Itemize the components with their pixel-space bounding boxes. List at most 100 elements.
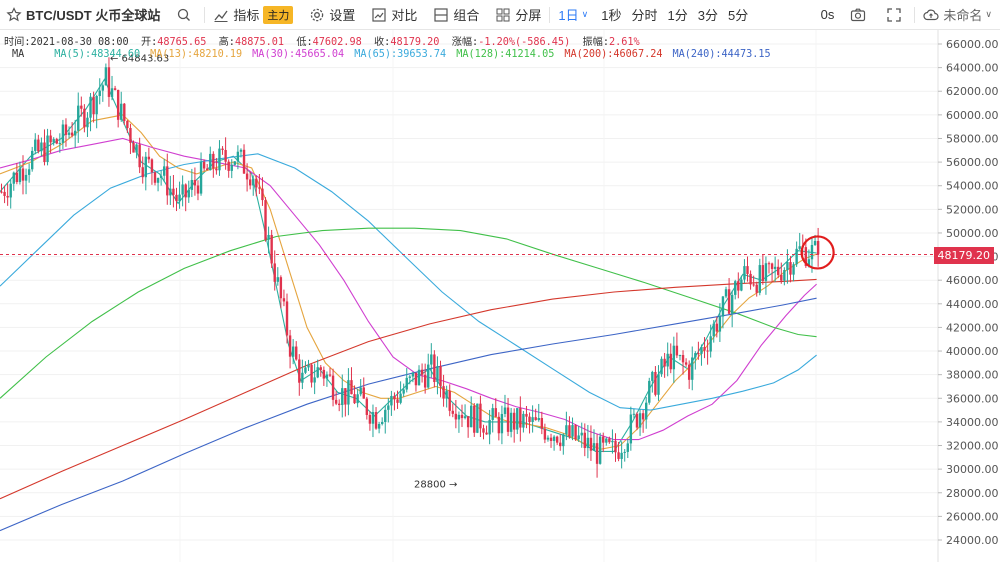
candle-body xyxy=(436,366,439,383)
candle-body xyxy=(15,172,19,183)
candle-body xyxy=(663,358,666,367)
combine-button[interactable]: 组合 xyxy=(425,0,487,30)
ma-legend[interactable]: MA MA(5):48344.60 MA(13):48210.19 MA(30):45… xyxy=(12,49,791,60)
candle-body xyxy=(67,132,71,135)
interval-3m[interactable]: 3分 xyxy=(697,8,718,23)
time-label: 时间: xyxy=(4,37,31,48)
candle-body xyxy=(816,241,820,255)
y-tick-label: 30000.00 xyxy=(946,463,999,476)
candle-body xyxy=(494,408,497,417)
candle-body xyxy=(141,167,144,178)
candle-body xyxy=(810,244,814,260)
interval-1m[interactable]: 1分 xyxy=(667,8,688,23)
settings-label: 设置 xyxy=(329,8,356,23)
candle-body xyxy=(543,428,547,440)
candle-body xyxy=(574,425,577,440)
candle-body xyxy=(202,161,206,169)
candle-body xyxy=(252,178,255,186)
settings-button[interactable]: 设置 xyxy=(301,0,363,30)
price-axis[interactable]: 24000.00 26000.00 28000.00 30000.00 32000.00… xyxy=(938,38,999,547)
candle-body xyxy=(571,425,574,437)
candle-body xyxy=(694,353,697,358)
delay-indicator: 0s xyxy=(820,7,835,22)
symbol-selector[interactable]: BTC/USDT 火币全球站 xyxy=(0,0,168,30)
ma-legend-item: MA(128):41214.05 xyxy=(456,49,555,60)
candle-body xyxy=(678,355,682,357)
candle-body xyxy=(129,128,132,143)
candle-body xyxy=(338,403,341,406)
candle-body xyxy=(767,263,771,265)
compare-button[interactable]: 对比 xyxy=(363,0,425,30)
candle-body xyxy=(116,89,120,120)
candle-body xyxy=(132,142,135,153)
candle-body xyxy=(445,390,448,399)
candle-body xyxy=(813,241,817,245)
candle-body xyxy=(233,161,237,165)
candle-body xyxy=(21,168,25,181)
time-value: 2021-08-30 08:00 xyxy=(30,37,129,48)
candle-body xyxy=(153,172,157,183)
star-icon[interactable] xyxy=(6,6,22,23)
y-tick-label: 40000.00 xyxy=(946,345,999,358)
y-tick-label: 66000.00 xyxy=(946,38,999,51)
candle-body xyxy=(18,168,22,183)
camera-icon xyxy=(851,8,866,21)
high-label: 高: xyxy=(218,37,235,48)
candle-body xyxy=(89,96,92,118)
candle-body xyxy=(209,153,212,171)
candle-body xyxy=(126,120,129,129)
candle-body xyxy=(359,387,362,395)
price-chart[interactable]: ← 64843.63 28800 → 24000.00 26000.00 28000.… xyxy=(0,30,1000,562)
candle-body xyxy=(86,117,89,128)
split-screen-button[interactable]: 分屏 xyxy=(487,0,549,30)
candle-body xyxy=(595,443,599,464)
candle-body xyxy=(734,281,737,295)
indicators-button[interactable]: 指标 主力 xyxy=(205,0,301,30)
y-tick-label: 56000.00 xyxy=(946,156,999,169)
candle-body xyxy=(666,353,669,367)
series-line-ma200 xyxy=(0,278,817,500)
candle-body xyxy=(546,437,550,440)
interval-1s[interactable]: 1秒 xyxy=(601,8,622,23)
interval-timeline[interactable]: 分时 xyxy=(631,8,658,23)
candle-body xyxy=(430,354,433,365)
candle-body xyxy=(605,438,608,443)
candle-body xyxy=(420,369,424,375)
interval-1d[interactable]: 1日 ∨ xyxy=(550,0,596,30)
cloud-save-button[interactable]: 未命名 ∨ xyxy=(915,0,1000,30)
candle-body xyxy=(672,345,676,370)
candle-body xyxy=(276,277,279,282)
screenshot-button[interactable] xyxy=(842,0,878,30)
candle-body xyxy=(684,362,688,365)
series-line-ma240 xyxy=(0,297,817,532)
toolbar-divider xyxy=(914,6,916,23)
candle-body xyxy=(777,266,780,275)
candle-body xyxy=(298,359,301,383)
candle-body xyxy=(27,169,31,175)
candle-body xyxy=(773,266,777,269)
series-line-ma13 xyxy=(0,114,817,450)
candle-body xyxy=(608,438,611,443)
candle-body xyxy=(466,416,470,428)
candle-body xyxy=(721,296,725,317)
gear-icon xyxy=(311,8,324,21)
candle-body xyxy=(786,262,789,271)
y-tick-label: 34000.00 xyxy=(946,416,999,429)
candle-body xyxy=(660,358,663,375)
candle-body xyxy=(552,436,556,441)
fullscreen-button[interactable] xyxy=(878,0,914,30)
candle-body xyxy=(737,281,740,291)
candle-body xyxy=(592,443,596,451)
candle-body xyxy=(328,374,332,376)
candle-body xyxy=(764,263,768,281)
candle-body xyxy=(248,179,252,186)
candle-body xyxy=(80,105,83,109)
highlight-circle xyxy=(800,235,835,270)
symbol-search-button[interactable] xyxy=(168,0,204,30)
candle-body xyxy=(509,412,513,432)
candle-body xyxy=(334,399,338,404)
candle-body xyxy=(135,144,138,153)
interval-5m[interactable]: 5分 xyxy=(727,8,749,23)
candle-body xyxy=(451,410,454,414)
candle-body xyxy=(144,156,147,178)
